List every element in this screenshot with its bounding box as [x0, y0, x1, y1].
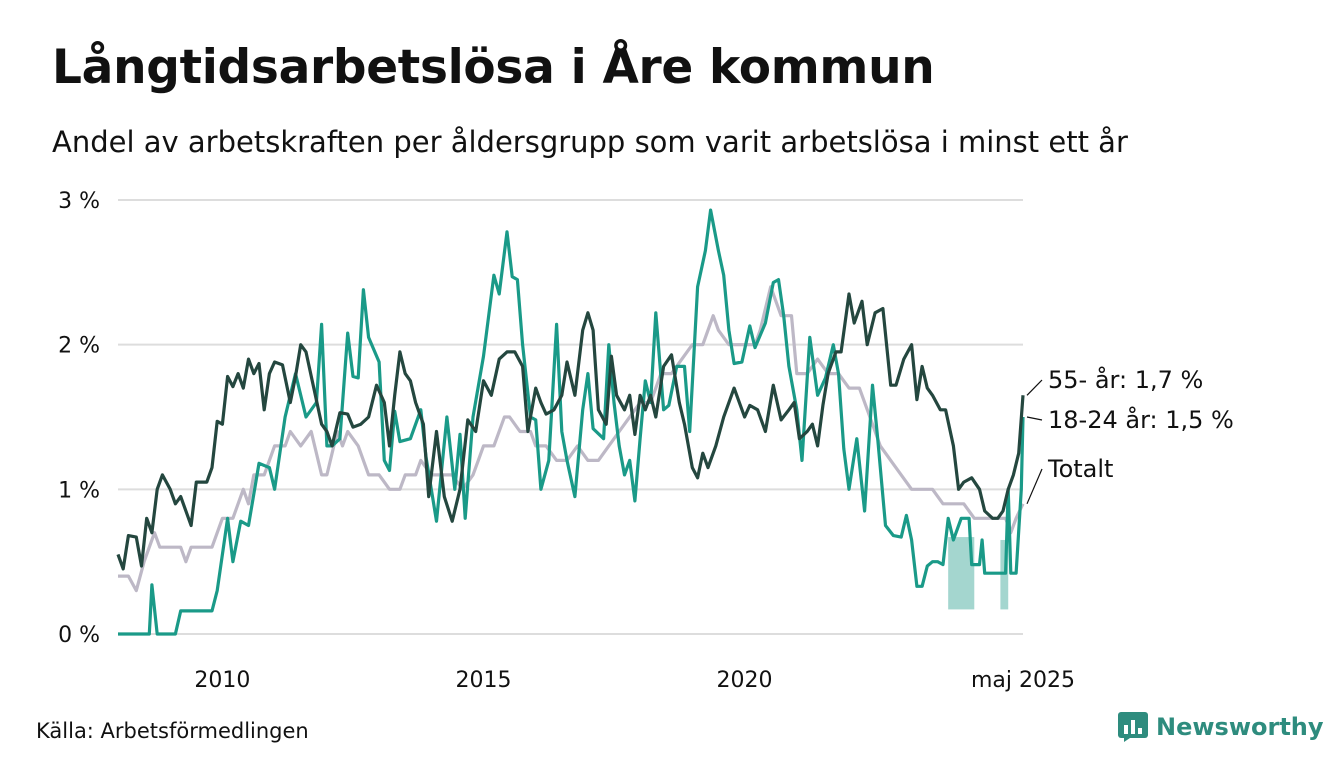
- x-axis-labels: 2010 2015 2020 maj 2025: [194, 668, 1075, 693]
- y-tick-label: 0 %: [58, 623, 100, 648]
- brand-logo[interactable]: Newsworthy: [1118, 712, 1324, 742]
- y-tick-label: 2 %: [58, 334, 100, 359]
- y-axis-labels: 0 % 1 % 2 % 3 %: [58, 189, 100, 648]
- label-leader-55-plus: [1026, 379, 1043, 396]
- y-tick-label: 1 %: [58, 478, 100, 503]
- source-note: Källa: Arbetsförmedlingen: [36, 719, 309, 743]
- series-lines: [116, 208, 1025, 636]
- brand-name: Newsworthy: [1156, 713, 1324, 741]
- end-label-18-24: 18-24 år: 1,5 %: [1048, 405, 1234, 434]
- y-tick-label: 3 %: [58, 189, 100, 214]
- label-leader-18-24: [1026, 416, 1043, 421]
- end-labels: Totalt 18-24 år: 1,5 % 55- år: 1,7 %: [1026, 365, 1234, 505]
- end-label-totalt: Totalt: [1047, 455, 1113, 483]
- label-leader-totalt: [1026, 468, 1043, 505]
- series-line-55-plus: [116, 292, 1025, 571]
- x-tick-label: 2020: [717, 668, 773, 693]
- x-tick-label: maj 2025: [971, 668, 1075, 693]
- chart-title: Långtidsarbetslösa i Åre kommun: [52, 40, 935, 95]
- x-tick-label: 2010: [194, 668, 250, 693]
- grid-lines: [118, 199, 1023, 635]
- newsworthy-logo-icon: [1118, 712, 1148, 742]
- end-label-55-plus: 55- år: 1,7 %: [1048, 365, 1203, 394]
- chart-subtitle: Andel av arbetskraften per åldersgrupp s…: [52, 125, 1128, 159]
- series-line-totalt: [118, 285, 1025, 593]
- series-line-18-24: [118, 208, 1025, 636]
- x-tick-label: 2015: [455, 668, 511, 693]
